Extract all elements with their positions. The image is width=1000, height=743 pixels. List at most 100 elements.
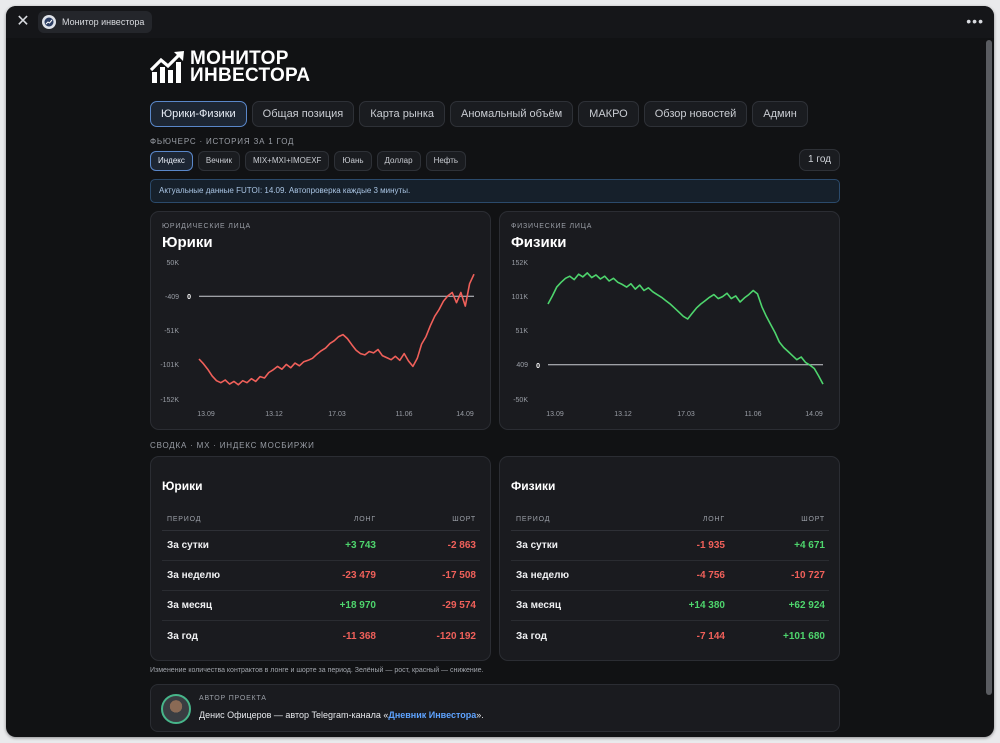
x-tick-label: 13.12 (614, 411, 632, 418)
summary-table: ПЕРИОД ЛОНГ ШОРТ За сутки -1 935 +4 671 … (511, 508, 829, 651)
x-tick-label: 13.09 (197, 411, 215, 418)
table-row: За месяц +18 970 -29 574 (162, 591, 480, 621)
row-period: За год (167, 630, 198, 642)
table-row: За год -11 368 -120 192 (162, 621, 480, 651)
y-tick-label: 152K (512, 260, 529, 267)
header-period: ПЕРИОД (516, 515, 551, 523)
logo[interactable]: МОНИТОР ИНВЕСТОРА (150, 48, 310, 85)
summary-footnote: Изменение количества контрактов в лонге … (150, 667, 484, 674)
period-selector[interactable]: 1 год (799, 149, 840, 171)
row-period: За месяц (516, 600, 561, 611)
y-tick-label: -101K (160, 362, 179, 369)
tab-anomalous-volume[interactable]: Аномальный объём (450, 101, 574, 127)
row-period: За неделю (167, 570, 221, 581)
chart-title: Физики (511, 234, 567, 251)
instrument-index[interactable]: Индекс (150, 151, 193, 171)
row-period: За сутки (516, 540, 558, 551)
x-tick-label: 17.03 (328, 411, 346, 418)
y-tick-label: 51K (516, 328, 529, 335)
y-tick-label: 50K (167, 260, 180, 267)
tab-yuriki-fiziki[interactable]: Юрики-Физики (150, 101, 247, 127)
series-line (198, 273, 475, 386)
x-tick-label: 14.09 (805, 411, 823, 418)
row-period: За сутки (167, 540, 209, 551)
zero-label: 0 (536, 363, 540, 370)
chart-title: Юрики (162, 234, 213, 251)
row-short: +101 680 (783, 630, 825, 642)
title-bar: ✕ Монитор инвестора ••• (6, 6, 994, 38)
more-options-icon[interactable]: ••• (966, 13, 984, 29)
table-header: ПЕРИОД ЛОНГ ШОРТ (162, 508, 480, 531)
header-short: ШОРТ (452, 515, 476, 523)
row-short: -2 863 (447, 540, 476, 551)
table-row: За неделю -4 756 -10 727 (511, 561, 829, 591)
futures-section-label: ФЬЮЧЕРС · ИСТОРИЯ ЗА 1 ГОД (150, 137, 295, 146)
instrument-perpetual[interactable]: Вечник (197, 151, 240, 171)
row-long: -4 756 (696, 570, 725, 581)
y-tick-label: -50K (513, 397, 528, 404)
header-long: ЛОНГ (702, 515, 725, 523)
row-period: За неделю (516, 570, 570, 581)
author-kicker: АВТОР ПРОЕКТА (199, 695, 267, 702)
row-short: -10 727 (791, 570, 825, 581)
row-long: +3 743 (345, 540, 376, 551)
tab-general-position[interactable]: Общая позиция (251, 101, 355, 127)
chart-kicker: ФИЗИЧЕСКИЕ ЛИЦА (511, 223, 593, 230)
table-header: ПЕРИОД ЛОНГ ШОРТ (511, 508, 829, 531)
zero-label: 0 (187, 294, 191, 301)
x-tick-label: 13.12 (265, 411, 283, 418)
x-tick-label: 13.09 (546, 411, 564, 418)
table-row: За месяц +14 380 +62 924 (511, 591, 829, 621)
row-long: +18 970 (339, 600, 376, 611)
table-row: За год -7 144 +101 680 (511, 621, 829, 651)
instrument-yuan[interactable]: Юань (334, 151, 372, 171)
series-line (547, 272, 824, 385)
author-card: АВТОР ПРОЕКТА Денис Офицеров — автор Tel… (150, 684, 840, 732)
tab-market-map[interactable]: Карта рынка (359, 101, 445, 127)
summary-card-fiziki: Физики ПЕРИОД ЛОНГ ШОРТ За сутки -1 935 … (499, 456, 840, 661)
tab-macro[interactable]: МАКРО (578, 101, 639, 127)
row-short: -17 508 (442, 570, 476, 581)
row-long: -11 368 (342, 630, 376, 642)
main-nav: Юрики-Физики Общая позиция Карта рынка А… (150, 101, 808, 127)
header-short: ШОРТ (801, 515, 825, 523)
browser-tab[interactable]: Монитор инвестора (38, 11, 153, 33)
row-long: -23 479 (342, 570, 376, 581)
author-description: Денис Офицеров — автор Telegram-канала « (199, 710, 389, 720)
chart-kicker: ЮРИДИЧЕСКИЕ ЛИЦА (162, 223, 251, 230)
y-tick-label: 409 (516, 362, 528, 369)
tab-news-review[interactable]: Обзор новостей (643, 101, 748, 127)
close-icon[interactable]: ✕ (16, 13, 30, 30)
instrument-oil[interactable]: Нефть (425, 151, 467, 171)
table-row: За сутки +3 743 -2 863 (162, 531, 480, 561)
x-tick-label: 11.06 (396, 411, 413, 418)
chart-fiziki: 152K 101K 51K 409 -50K 0 13.09 13.12 17.03 11.06 1… (512, 260, 824, 418)
telegram-channel-link[interactable]: Дневник Инвестора (388, 710, 477, 720)
avatar (161, 694, 191, 724)
instrument-mix[interactable]: MIX+MXI+IMOEXF (244, 151, 330, 171)
y-tick-label: -152K (160, 397, 179, 404)
row-long: -1 935 (696, 540, 725, 551)
tab-admin[interactable]: Админ (752, 101, 808, 127)
favicon-icon (42, 15, 56, 29)
y-tick-label: -409 (165, 294, 179, 301)
row-long: -7 144 (696, 630, 725, 642)
instrument-dollar[interactable]: Доллар (376, 151, 421, 171)
table-row: За неделю -23 479 -17 508 (162, 561, 480, 591)
chart-card-fiziki: ФИЗИЧЕСКИЕ ЛИЦА Физики 152K 101K 51K 409 -50… (499, 211, 840, 430)
data-notice: Актуальные данные FUTOI: 14.09. Автопров… (150, 179, 840, 203)
logo-line-1: МОНИТОР (190, 48, 289, 69)
y-tick-label: 101K (512, 294, 529, 301)
chart-yuriki: 50K -409 -51K -101K -152K 0 13.09 13.12 17.03 11.… (160, 260, 475, 418)
instrument-selector: Индекс Вечник MIX+MXI+IMOEXF Юань Доллар… (150, 151, 467, 171)
summary-title: Физики (511, 479, 556, 493)
row-period: За месяц (167, 600, 212, 611)
author-text: Денис Офицеров — автор Telegram-канала «… (199, 710, 484, 720)
scrollbar[interactable] (986, 40, 992, 695)
row-short: +62 924 (788, 600, 825, 611)
tab-title: Монитор инвестора (62, 17, 145, 27)
row-short: -29 574 (442, 600, 476, 611)
x-tick-label: 17.03 (677, 411, 695, 418)
author-text-end: ». (476, 710, 484, 720)
x-tick-label: 14.09 (456, 411, 474, 418)
